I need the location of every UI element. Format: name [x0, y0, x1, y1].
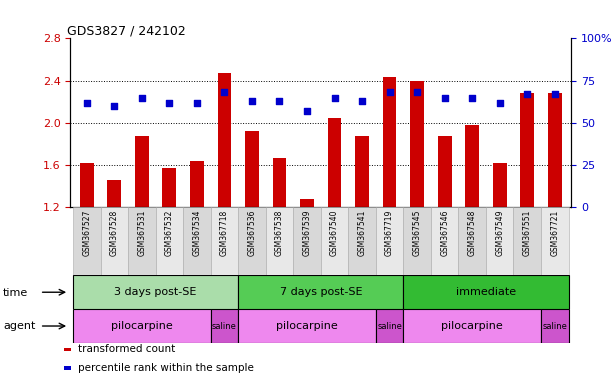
Bar	[300, 199, 314, 207]
Bar	[73, 207, 101, 275]
Point	[330, 94, 340, 101]
Bar	[382, 78, 397, 207]
Bar	[238, 309, 376, 343]
Point	[274, 98, 284, 104]
Bar	[541, 207, 568, 275]
Text: GSM367527: GSM367527	[82, 209, 91, 256]
Point	[109, 103, 119, 109]
Bar	[493, 163, 507, 207]
Bar	[163, 168, 176, 207]
Text: GSM367718: GSM367718	[220, 209, 229, 256]
Text: percentile rank within the sample: percentile rank within the sample	[78, 363, 254, 373]
Bar	[437, 136, 452, 207]
Text: GSM367541: GSM367541	[357, 209, 367, 256]
Bar	[101, 207, 128, 275]
Text: immediate: immediate	[456, 287, 516, 297]
Bar	[376, 309, 403, 343]
Point	[522, 91, 532, 97]
Bar	[410, 81, 424, 207]
Bar	[245, 131, 259, 207]
Bar	[327, 118, 342, 207]
Bar	[238, 275, 403, 309]
Text: 3 days post-SE: 3 days post-SE	[114, 287, 197, 297]
Text: pilocarpine: pilocarpine	[111, 321, 173, 331]
Point	[357, 98, 367, 104]
Text: saline: saline	[377, 321, 402, 331]
Bar	[73, 309, 211, 343]
Bar	[521, 93, 534, 207]
Text: GSM367536: GSM367536	[247, 209, 257, 256]
Bar	[218, 73, 232, 207]
Text: saline: saline	[212, 321, 237, 331]
Bar	[128, 207, 156, 275]
Bar	[156, 207, 183, 275]
Point	[495, 99, 505, 106]
Bar	[431, 207, 458, 275]
Bar	[135, 136, 148, 207]
Text: agent: agent	[3, 321, 35, 331]
Text: GSM367538: GSM367538	[275, 209, 284, 256]
Text: transformed count: transformed count	[78, 344, 175, 354]
Text: GSM367546: GSM367546	[440, 209, 449, 256]
Bar	[466, 125, 479, 207]
Point	[550, 91, 560, 97]
Bar	[403, 275, 568, 309]
Bar	[238, 207, 266, 275]
Bar	[458, 207, 486, 275]
Text: GSM367532: GSM367532	[165, 209, 174, 256]
Point	[385, 89, 395, 96]
Point	[412, 89, 422, 96]
Bar	[513, 207, 541, 275]
Text: GSM367719: GSM367719	[385, 209, 394, 256]
Text: 7 days post-SE: 7 days post-SE	[279, 287, 362, 297]
Point	[467, 94, 477, 101]
Bar	[108, 180, 121, 207]
Text: GSM367539: GSM367539	[302, 209, 312, 256]
Text: GSM367540: GSM367540	[330, 209, 339, 256]
Text: GSM367534: GSM367534	[192, 209, 202, 256]
Bar	[348, 207, 376, 275]
Point	[164, 99, 174, 106]
Bar	[486, 207, 513, 275]
Point	[192, 99, 202, 106]
Bar	[190, 161, 204, 207]
Point	[82, 99, 92, 106]
Text: GSM367721: GSM367721	[551, 209, 559, 256]
Text: GDS3827 / 242102: GDS3827 / 242102	[67, 25, 186, 38]
Bar	[403, 309, 541, 343]
Text: GSM367528: GSM367528	[110, 209, 119, 256]
Text: saline: saline	[543, 321, 567, 331]
Text: GSM367548: GSM367548	[467, 209, 477, 256]
Text: pilocarpine: pilocarpine	[441, 321, 503, 331]
Bar	[73, 275, 238, 309]
Bar	[273, 158, 287, 207]
Bar	[266, 207, 293, 275]
Point	[440, 94, 450, 101]
Text: GSM367531: GSM367531	[137, 209, 147, 256]
Text: GSM367551: GSM367551	[523, 209, 532, 256]
Bar	[548, 93, 562, 207]
Bar	[211, 309, 238, 343]
Point	[302, 108, 312, 114]
Bar	[80, 163, 93, 207]
Bar	[541, 309, 568, 343]
Text: time: time	[3, 288, 28, 298]
Bar	[403, 207, 431, 275]
Bar	[376, 207, 403, 275]
Text: GSM367549: GSM367549	[495, 209, 504, 256]
Bar	[293, 207, 321, 275]
Point	[247, 98, 257, 104]
Bar	[183, 207, 211, 275]
Bar	[355, 136, 369, 207]
Point	[219, 89, 229, 96]
Text: GSM367545: GSM367545	[412, 209, 422, 256]
Bar	[321, 207, 348, 275]
Point	[137, 94, 147, 101]
Bar	[211, 207, 238, 275]
Text: pilocarpine: pilocarpine	[276, 321, 338, 331]
